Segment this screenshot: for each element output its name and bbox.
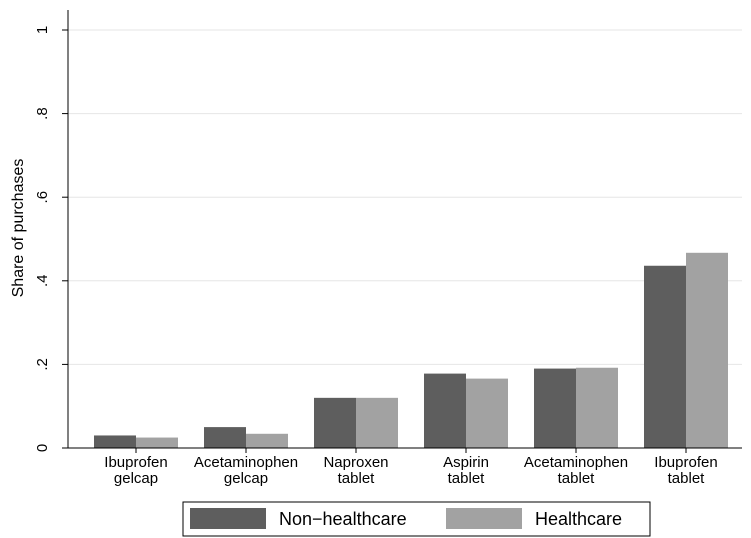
bar-non-healthcare [424,373,466,448]
gridlines [68,29,742,365]
x-category-label: Naproxen [323,454,388,471]
y-axis-title: Share of purchases [10,159,27,298]
bar-non-healthcare [204,427,246,448]
bar-healthcare [576,367,618,448]
x-category-label: tablet [668,470,706,487]
bar-healthcare [246,433,288,448]
y-ticks: 0 .2 .4 .6 .8 1 [34,26,68,452]
y-tick-label: .4 [34,275,51,288]
x-category-label: Acetaminophen [194,454,298,471]
bar-non-healthcare [534,368,576,448]
y-tick-label: 0 [34,444,51,452]
x-category-labels: IbuprofengelcapAcetaminophengelcapNaprox… [104,448,718,487]
bar-non-healthcare [644,265,686,448]
y-tick-label: .8 [34,107,51,120]
legend-swatch-non-healthcare [190,508,266,529]
bar-healthcare [686,252,728,448]
legend-label-non-healthcare: Non−healthcare [279,509,407,529]
x-category-label: tablet [558,470,596,487]
legend: Non−healthcare Healthcare [182,501,651,537]
bars [94,252,728,448]
bar-non-healthcare [94,435,136,448]
y-tick-label: 1 [34,26,51,34]
x-category-label: Ibuprofen [654,454,717,471]
x-category-label: gelcap [224,470,268,487]
x-category-label: gelcap [114,470,158,487]
y-tick-label: .2 [34,358,51,371]
axes [67,10,742,449]
x-category-label: tablet [338,470,376,487]
bar-non-healthcare [314,397,356,448]
bar-healthcare [136,437,178,448]
y-tick-label: .6 [34,191,51,204]
x-category-label: Acetaminophen [524,454,628,471]
bar-healthcare [466,378,508,448]
legend-label-healthcare: Healthcare [535,509,622,529]
bar-healthcare [356,397,398,448]
x-category-label: Aspirin [443,454,489,471]
legend-swatch-healthcare [446,508,522,529]
x-category-label: tablet [448,470,486,487]
x-category-label: Ibuprofen [104,454,167,471]
